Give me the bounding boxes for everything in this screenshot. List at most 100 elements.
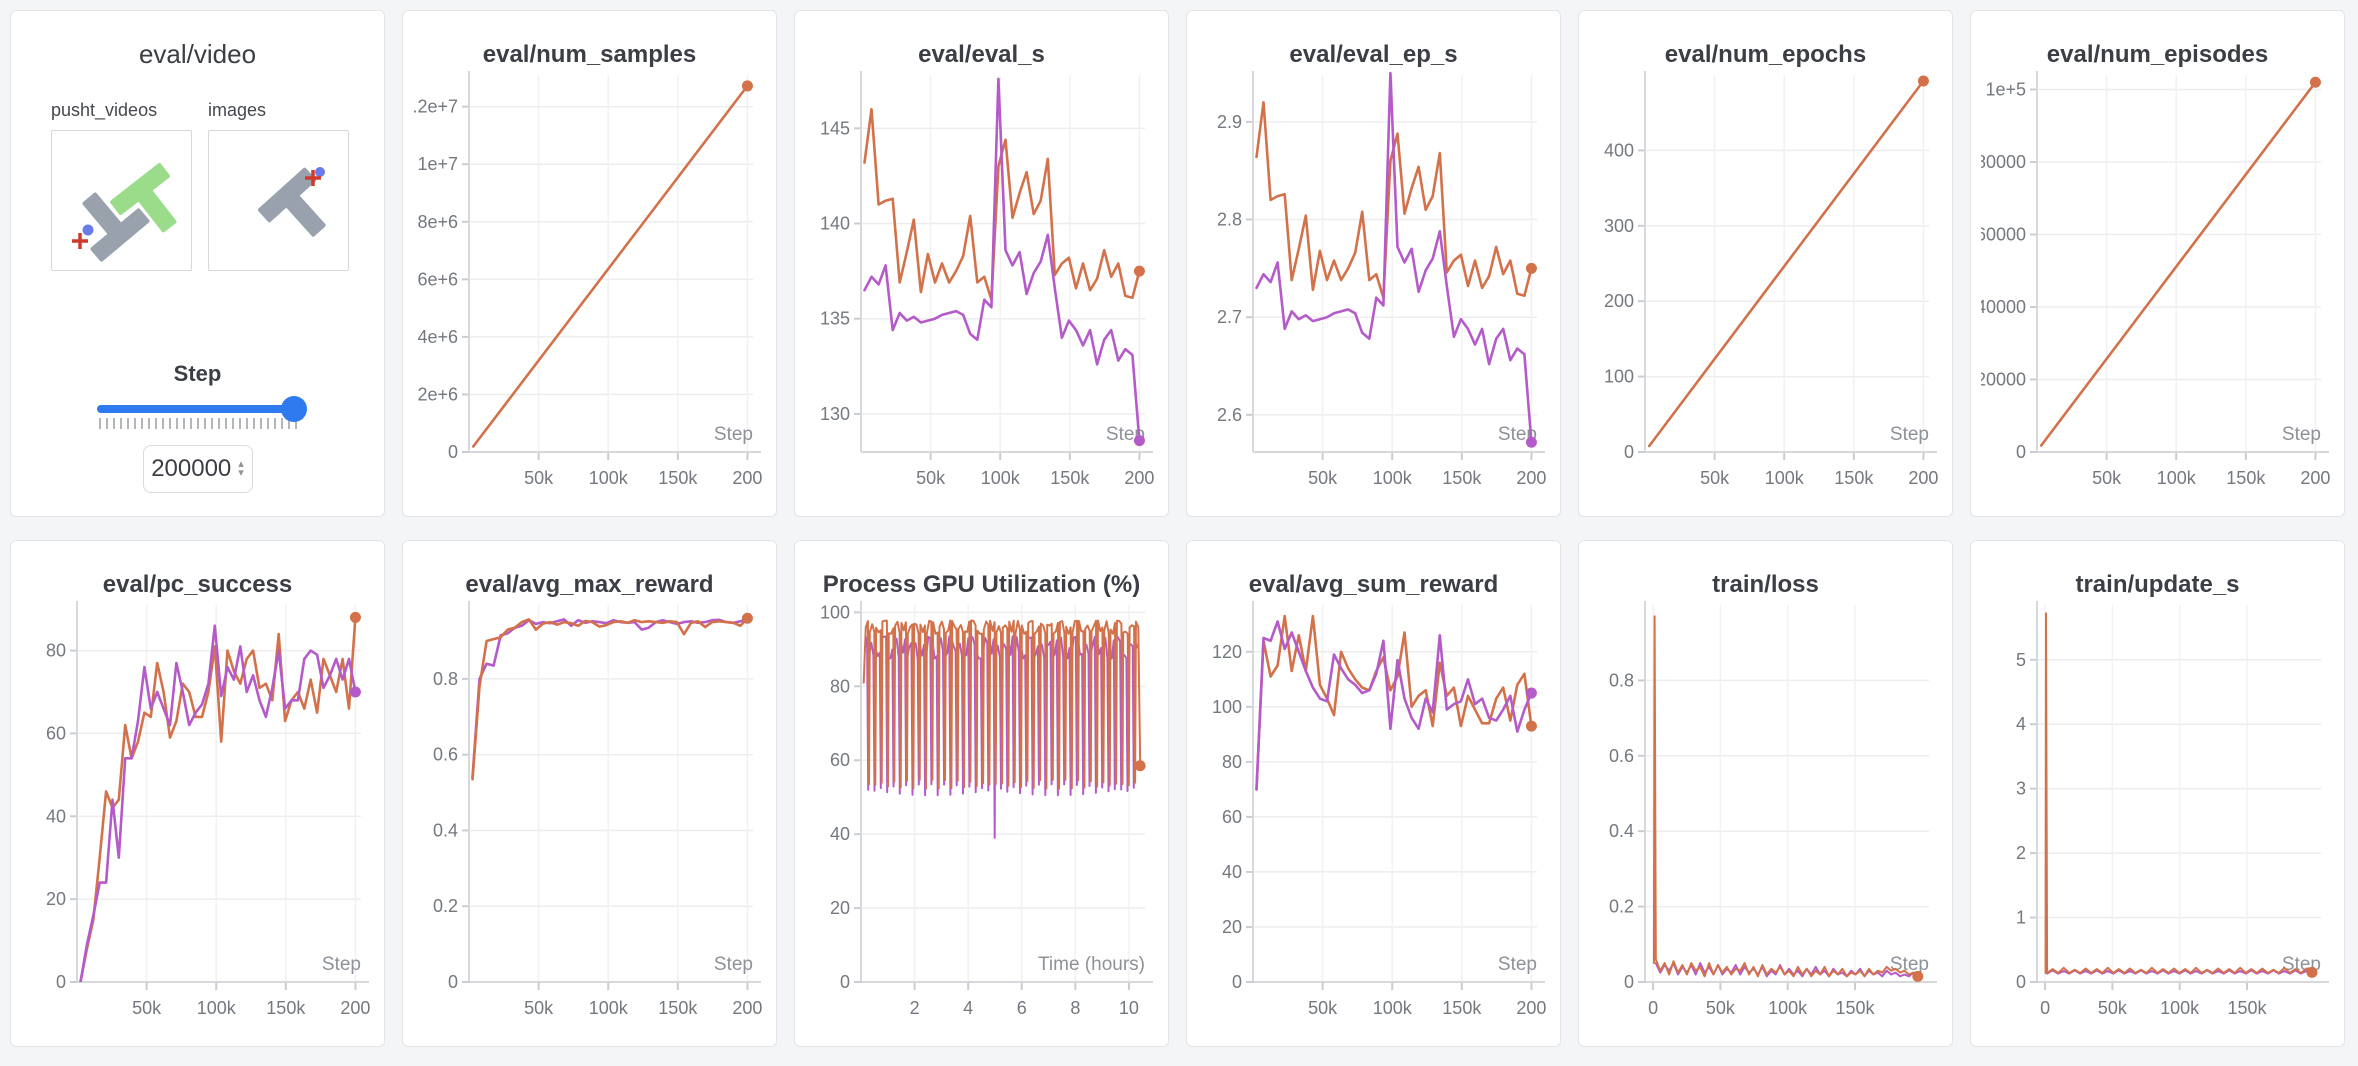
line-chart-eval-num-samples[interactable]: 0 2e+6 4e+6 6e+6 8e+6 1e+7 1.2e+7 50k 100k 150k 20… [403, 67, 768, 515]
svg-text:120: 120 [1212, 642, 1242, 662]
svg-text:200: 200 [732, 468, 762, 488]
svg-text:10: 10 [1119, 998, 1139, 1018]
svg-text:8e+6: 8e+6 [417, 212, 458, 232]
svg-text:0.8: 0.8 [1609, 670, 1634, 690]
svg-text:1.2e+7: 1.2e+7 [413, 97, 458, 117]
svg-text:150k: 150k [658, 998, 698, 1018]
svg-text:200: 200 [1516, 998, 1546, 1018]
media-panel-title: eval/video [138, 39, 257, 69]
green-t-shape [110, 163, 177, 233]
svg-text:400: 400 [1604, 140, 1634, 160]
svg-text:80000: 80000 [1981, 152, 2026, 172]
panel-eval-num-samples: eval/num_samples 0 2e+6 4e+6 6e+6 8e+6 1e+7 1.… [402, 10, 777, 517]
svg-text:50k: 50k [132, 998, 162, 1018]
line-chart-eval-pc-success[interactable]: 0 20 40 60 80 50k 100k 150k 200 Step [21, 597, 376, 1045]
chart-title: train/update_s [2075, 571, 2240, 598]
panel-eval-video: eval/video pusht_videos [10, 10, 385, 517]
pusht-env-render [72, 163, 177, 262]
svg-text:0: 0 [2040, 998, 2050, 1018]
svg-text:0.2: 0.2 [433, 896, 458, 916]
svg-text:20000: 20000 [1981, 370, 2026, 390]
svg-text:150k: 150k [1834, 468, 1874, 488]
line-chart-eval-avg-max-reward[interactable]: 0 0.2 0.4 0.6 0.8 50k 100k 150k 200 Step [413, 597, 768, 1045]
svg-text:1e+5: 1e+5 [1985, 80, 2026, 100]
svg-text:4e+6: 4e+6 [417, 327, 458, 347]
svg-text:2e+6: 2e+6 [417, 384, 458, 404]
svg-text:60000: 60000 [1981, 225, 2026, 245]
svg-text:100: 100 [1604, 367, 1634, 387]
line-chart-process-gpu-utilization[interactable]: 0 20 40 60 80 100 2 4 6 8 10 Time (hours) [805, 597, 1160, 1045]
svg-text:50k: 50k [524, 998, 554, 1018]
svg-text:150k: 150k [658, 468, 698, 488]
svg-text:2.7: 2.7 [1217, 307, 1242, 327]
panel-process-gpu-utilization: Process GPU Utilization (%) 0 20 40 60 80 100… [794, 540, 1169, 1047]
media-row: pusht_videos [11, 100, 384, 271]
agent-dot [315, 167, 325, 177]
svg-text:0: 0 [1624, 442, 1634, 462]
slider-thumb[interactable] [280, 396, 307, 422]
slider-tick-marks [98, 418, 297, 429]
svg-text:1: 1 [2016, 908, 2026, 928]
line-chart-eval-num-epochs[interactable]: 0 100 200 300 400 50k 100k 150k 200 Step [1589, 67, 1944, 515]
svg-text:150k: 150k [1442, 998, 1482, 1018]
spinner-down-icon[interactable]: ▾ [238, 467, 244, 479]
svg-text:40: 40 [46, 806, 66, 826]
svg-text:20: 20 [1222, 917, 1242, 937]
svg-text:6e+6: 6e+6 [417, 269, 458, 289]
chart-title: eval/num_samples [482, 41, 697, 68]
spinner-up-icon[interactable]: ▴ [238, 458, 244, 470]
gray-t-shape [258, 167, 326, 237]
svg-text:0.2: 0.2 [1609, 897, 1634, 917]
svg-text:60: 60 [46, 723, 66, 743]
svg-text:20: 20 [830, 898, 850, 918]
svg-text:0: 0 [840, 972, 850, 992]
line-chart-train-update-s[interactable]: 0 1 2 3 4 5 0 50k 100k 150k Step [1981, 597, 2336, 1045]
step-slider[interactable] [96, 396, 307, 429]
svg-text:135: 135 [820, 309, 850, 329]
svg-text:4: 4 [963, 998, 973, 1018]
svg-text:100k: 100k [1373, 998, 1413, 1018]
svg-text:1e+7: 1e+7 [417, 154, 458, 174]
target-cross-icon [72, 233, 88, 249]
svg-text:150k: 150k [2226, 468, 2266, 488]
media-thumbnail-pusht-videos[interactable] [51, 130, 192, 271]
svg-text:60: 60 [830, 750, 850, 770]
step-number-input[interactable]: 200000 ▴ ▾ [142, 445, 253, 493]
target-cross-icon [305, 170, 321, 186]
line-chart-eval-avg-sum-reward[interactable]: 0 20 40 60 80 100 120 50k 100k 150k 200 Step [1197, 597, 1552, 1045]
svg-text:Step: Step [1890, 954, 1929, 975]
svg-text:3: 3 [2016, 779, 2026, 799]
media-thumbnail-images[interactable] [208, 130, 349, 271]
svg-text:2.9: 2.9 [1217, 112, 1242, 132]
svg-text:200: 200 [1604, 291, 1634, 311]
svg-text:50k: 50k [2092, 468, 2122, 488]
svg-text:0: 0 [448, 442, 458, 462]
media-label: pusht_videos [51, 100, 158, 120]
panel-eval-avg-sum-reward: eval/avg_sum_reward 0 20 40 60 80 100 120 50k 10… [1186, 540, 1561, 1047]
panel-eval-pc-success: eval/pc_success 0 20 40 60 80 50k 100k 150k 200 S… [10, 540, 385, 1047]
svg-text:0: 0 [1624, 972, 1634, 992]
svg-text:0: 0 [56, 972, 66, 992]
media-label: images [208, 100, 267, 120]
line-chart-train-loss[interactable]: 0 0.2 0.4 0.6 0.8 0 50k 100k 150k Step [1589, 597, 1944, 1045]
svg-text:8: 8 [1070, 998, 1080, 1018]
line-chart-eval-num-episodes[interactable]: 0 20000 40000 60000 80000 1e+5 50k 100k 150k 200 S… [1976, 67, 2336, 515]
svg-text:200: 200 [340, 998, 370, 1018]
svg-text:0: 0 [2016, 972, 2026, 992]
chart-title: train/loss [1712, 571, 1819, 598]
panel-train-update-s: train/update_s 0 1 2 3 4 5 0 50k 100k 150k Step [1970, 540, 2345, 1047]
agent-dot [82, 224, 94, 236]
line-chart-eval-eval-ep-s[interactable]: 2.6 2.7 2.8 2.9 50k 100k 150k 200 Step [1197, 67, 1552, 515]
svg-text:50k: 50k [916, 468, 946, 488]
svg-text:100k: 100k [1373, 468, 1413, 488]
svg-text:Step: Step [322, 954, 361, 975]
svg-text:200: 200 [2300, 468, 2330, 488]
line-chart-eval-eval-s[interactable]: 130 135 140 145 50k 100k 150k 200 Step [805, 67, 1160, 515]
svg-text:2: 2 [2016, 843, 2026, 863]
slider-track[interactable] [96, 396, 307, 422]
svg-text:200: 200 [732, 998, 762, 1018]
svg-text:2: 2 [910, 998, 920, 1018]
svg-text:0: 0 [1648, 998, 1658, 1018]
svg-text:20: 20 [46, 889, 66, 909]
